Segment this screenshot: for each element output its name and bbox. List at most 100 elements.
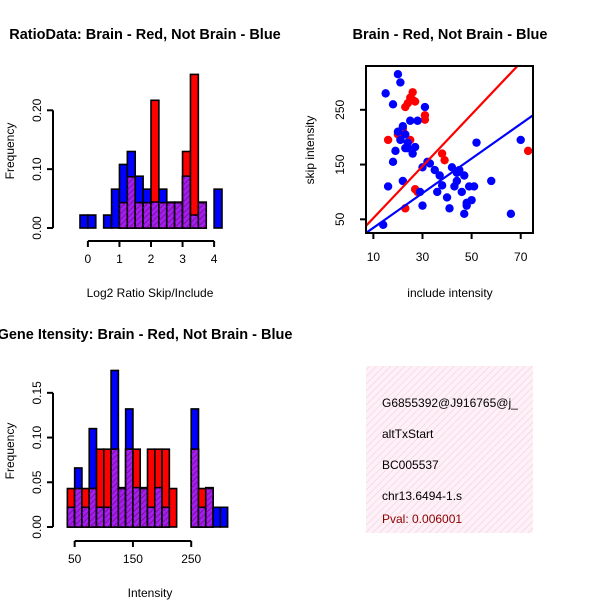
scatter-fit-line-brain	[366, 66, 519, 227]
scatter-point-not-brain	[413, 116, 422, 125]
scatter-title: Brain - Red, Not Brain - Blue	[353, 27, 548, 43]
intensity-bar-overlap-hatch	[103, 507, 112, 527]
intensity-y-axis: 0.00 0.05 0.10 0.15	[30, 381, 54, 539]
intensity-bar-overlap-hatch	[132, 487, 141, 527]
intensity-y-tick-label: 0.10	[30, 426, 44, 450]
intensity-bar-overlap-hatch	[125, 449, 133, 527]
intensity-bar-overlap-hatch	[74, 488, 82, 527]
ratio-bar-not-brain	[102, 214, 113, 229]
ratio-bar-brain	[189, 73, 200, 229]
scatter-point-not-brain	[393, 70, 403, 79]
ratio-bars	[79, 73, 223, 229]
scatter-point-not-brain	[472, 138, 481, 147]
ratio-bar-overlap-hatch	[198, 202, 207, 228]
ratio-y-axis: 0.00 0.10 0.20	[30, 98, 54, 240]
scatter-point-not-brain	[388, 100, 398, 109]
intensity-x-label: Intensity	[128, 586, 173, 600]
intensity-title: Gene Itensity: Brain - Red, Not Brain - …	[0, 327, 292, 343]
intensity-y-label: Frequency	[3, 423, 17, 480]
scatter-point-not-brain	[391, 146, 400, 156]
scatter-point-brain	[440, 155, 449, 165]
scatter-point-not-brain	[401, 143, 410, 153]
intensity-x-axis: 50 150 250	[68, 540, 202, 566]
scatter-y-tick-label: 250	[333, 99, 347, 119]
intensity-bar-overlap-hatch	[205, 488, 214, 527]
scatter-point-not-brain	[383, 182, 393, 191]
scatter-point-not-brain	[420, 102, 430, 112]
intensity-bar-overlap-hatch	[191, 449, 199, 527]
intensity-bar-overlap-hatch	[162, 507, 170, 527]
intensity-bar-overlap-hatch	[198, 507, 206, 527]
scatter-point-not-brain	[452, 176, 462, 186]
scatter-point-brain	[410, 97, 420, 106]
scatter-x-tick-label: 30	[416, 250, 430, 264]
ratio-bar-overlap-hatch	[143, 202, 151, 228]
scatter-x-axis: 10 30 50 70	[367, 233, 528, 264]
scatter-point-not-brain	[460, 171, 469, 180]
scatter-point-not-brain	[447, 163, 457, 172]
scatter-point-not-brain	[433, 187, 442, 197]
ratio-histogram: RatioData: Brain - Red, Not Brain - Blue…	[3, 27, 281, 300]
scatter-point-brain	[408, 88, 417, 97]
info-line-locus: chr13.6494-1.s	[382, 489, 462, 503]
ratio-bar-not-brain	[213, 188, 223, 229]
ratio-y-label: Frequency	[3, 123, 17, 180]
scatter-point-not-brain	[469, 182, 479, 191]
ratio-bar-overlap-hatch	[182, 176, 191, 228]
scatter-point-not-brain	[396, 78, 405, 87]
scatter-point-not-brain	[401, 130, 410, 139]
info-line-event-id: G6855392@J916765@j_	[382, 396, 518, 410]
info-line-accession: BC005537	[382, 458, 439, 472]
intensity-bar-overlap-hatch	[67, 507, 75, 527]
intensity-bar-overlap-hatch	[140, 488, 148, 527]
scatter-point-not-brain	[460, 209, 469, 219]
ratio-bar-not-brain	[87, 214, 97, 229]
scatter-fit-line-not-brain	[366, 114, 533, 233]
info-panel-background	[366, 366, 533, 533]
ratio-x-tick-label: 3	[179, 252, 186, 266]
scatter-x-tick-label: 10	[367, 250, 381, 264]
scatter-point-not-brain	[388, 157, 398, 167]
scatter-point-not-brain	[408, 149, 417, 158]
ratio-x-tick-label: 2	[148, 252, 155, 266]
scatter-point-not-brain	[381, 89, 390, 98]
intensity-bar-overlap-hatch	[118, 488, 126, 527]
scatter-y-tick-label: 150	[333, 154, 347, 174]
ratio-x-tick-label: 0	[85, 252, 92, 266]
ratio-x-label: Log2 Ratio Skip/Include	[87, 286, 214, 300]
intensity-bars	[66, 369, 229, 528]
ratio-bar-overlap-hatch	[166, 202, 175, 228]
scatter-x-tick-label: 70	[514, 250, 528, 264]
scatter-point-not-brain	[396, 135, 405, 145]
intensity-bar-brain	[168, 487, 178, 528]
scatter-point-not-brain	[406, 116, 415, 125]
intensity-bar-overlap-hatch	[96, 507, 104, 527]
scatter-point-not-brain	[437, 181, 447, 190]
intensity-scatter: Brain - Red, Not Brain - Blue 10 30 50 70 5…	[303, 27, 547, 300]
ratio-y-tick-label: 0.20	[30, 98, 44, 122]
scatter-point-brain	[437, 149, 447, 158]
scatter-point-not-brain	[506, 209, 516, 219]
intensity-bar-overlap-hatch	[111, 449, 119, 527]
scatter-x-tick-label: 50	[465, 250, 479, 264]
ratio-x-tick-label: 4	[211, 252, 218, 266]
scatter-point-brain	[383, 135, 393, 145]
scatter-point-not-brain	[457, 187, 466, 197]
intensity-x-tick-label: 50	[68, 552, 82, 566]
scatter-point-not-brain	[487, 176, 496, 186]
intensity-histogram: Gene Itensity: Brain - Red, Not Brain - …	[0, 327, 292, 600]
ratio-bar-overlap-hatch	[119, 202, 128, 228]
ratio-y-tick-label: 0.00	[30, 216, 44, 240]
scatter-y-label: skip intensity	[303, 116, 317, 185]
scatter-point-not-brain	[442, 193, 452, 202]
scatter-point-not-brain	[467, 195, 476, 205]
intensity-bar-overlap-hatch	[89, 488, 97, 527]
info-panel: G6855392@J916765@j_ altTxStart BC005537 …	[366, 366, 533, 533]
scatter-plot-area	[366, 66, 533, 233]
scatter-point-not-brain	[393, 127, 403, 136]
ratio-title: RatioData: Brain - Red, Not Brain - Blue	[9, 27, 281, 43]
intensity-bar-not-brain	[212, 506, 222, 528]
intensity-bar-overlap-hatch	[154, 487, 163, 527]
ratio-bar-overlap-hatch	[158, 202, 167, 228]
scatter-inner	[366, 66, 533, 233]
